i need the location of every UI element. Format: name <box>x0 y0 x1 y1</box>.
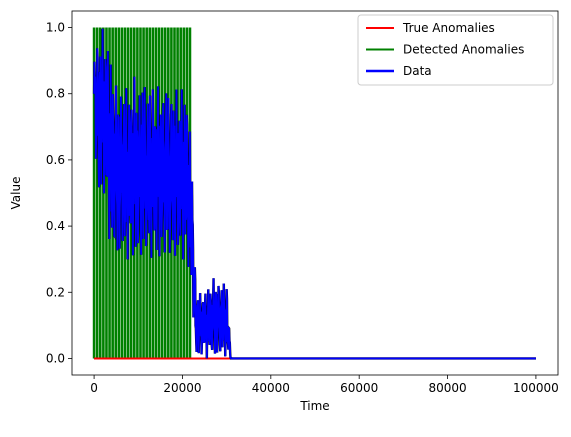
x-tick-label: 0 <box>90 381 98 395</box>
x-tick-label: 20000 <box>163 381 201 395</box>
y-ticks: 0.0 0.2 0.4 0.6 0.8 1.0 <box>46 21 72 365</box>
legend-label: Detected Anomalies <box>403 43 524 57</box>
x-tick-label: 80000 <box>428 381 466 395</box>
y-tick-label: 0.8 <box>46 87 65 101</box>
axes-frame <box>71 10 559 376</box>
x-tick-label: 100000 <box>513 381 559 395</box>
x-axis-label: Time <box>299 399 329 413</box>
y-tick-label: 1.0 <box>46 21 65 35</box>
y-tick-label: 0.0 <box>46 351 65 365</box>
legend-label: True Anomalies <box>402 21 495 35</box>
y-axis-label: Value <box>9 177 23 210</box>
x-ticks: 0 20000 40000 60000 80000 100000 <box>90 375 559 395</box>
data-line <box>93 28 536 360</box>
plot-layer <box>92 27 536 360</box>
y-tick-label: 0.4 <box>46 219 65 233</box>
legend-box <box>357 14 554 86</box>
x-tick-label: 40000 <box>252 381 290 395</box>
legend-label: Data <box>403 64 432 78</box>
x-tick-label: 60000 <box>340 381 378 395</box>
legend: True Anomalies Detected Anomalies Data <box>357 14 554 86</box>
y-tick-label: 0.6 <box>46 153 65 167</box>
y-tick-label: 0.2 <box>46 285 65 299</box>
